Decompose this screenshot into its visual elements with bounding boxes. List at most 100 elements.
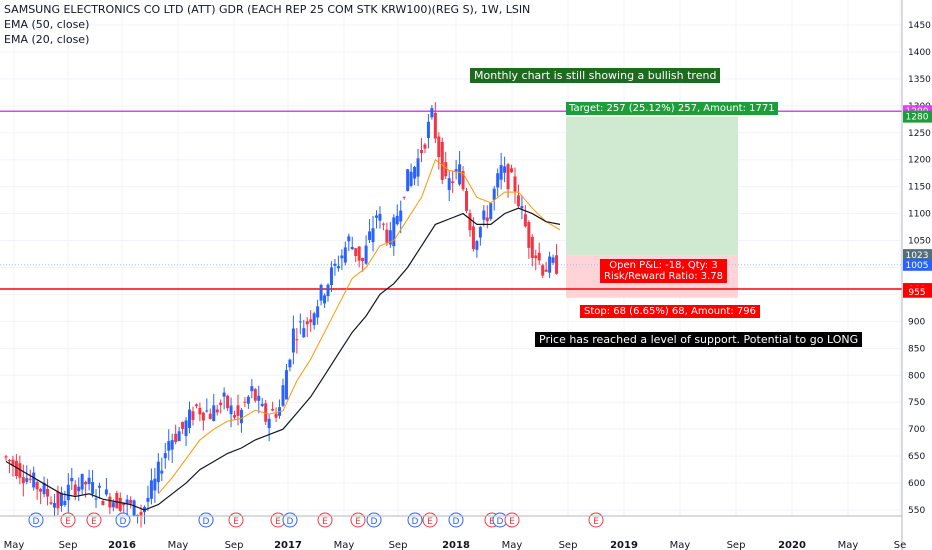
candle-body: [406, 169, 410, 192]
candle-body: [361, 257, 365, 262]
candle-body: [368, 231, 372, 240]
candle-body: [399, 210, 403, 222]
price-tick: 750: [908, 398, 925, 408]
monthly-trend-note[interactable]: Monthly chart is still showing a bullish…: [470, 68, 721, 83]
candle-body: [544, 269, 548, 272]
support-note[interactable]: Price has reached a level of support. Po…: [535, 332, 863, 347]
candle-body: [392, 217, 396, 247]
ema20-line: [157, 158, 561, 495]
candle-body: [513, 176, 517, 192]
price-marker: [903, 110, 932, 123]
symbol-title[interactable]: SAMSUNG ELECTRONICS CO LTD (ATT) GDR (EA…: [4, 3, 531, 16]
price-tick: 1100: [908, 210, 931, 220]
pnl-text: Open P&L: -18, Qty: 3: [609, 260, 718, 271]
candle-body: [482, 210, 486, 220]
event-marker-text: E: [91, 517, 97, 527]
candle-body: [246, 396, 250, 404]
candle-body: [458, 164, 462, 185]
candle-body: [153, 478, 157, 491]
candle-body: [326, 284, 330, 297]
price-marker-text: 1023: [906, 251, 929, 261]
candle-body: [468, 213, 472, 231]
stop-label[interactable]: Stop: 68 (6.65%) 68, Amount: 796: [580, 305, 760, 318]
candle-body: [260, 403, 264, 406]
candle-body: [149, 480, 153, 499]
candle-body: [250, 386, 254, 392]
candle-body: [73, 484, 77, 496]
price-tick: 1200: [908, 156, 931, 166]
candle-body: [461, 171, 465, 190]
candle-body: [433, 112, 437, 139]
candle-body: [302, 328, 306, 338]
price-marker-text: 955: [908, 288, 925, 298]
candle-body: [333, 263, 337, 266]
time-tick: Sep: [559, 540, 578, 550]
candle-body: [281, 385, 285, 406]
candle-body: [267, 418, 271, 429]
event-marker-text: E: [275, 517, 281, 527]
price-tick: 550: [908, 506, 925, 516]
candle-body: [420, 150, 423, 154]
candle-body: [233, 415, 237, 418]
event-marker-text: D: [453, 517, 460, 527]
price-tick: 600: [908, 479, 925, 489]
candle-body: [229, 405, 233, 415]
candle-body: [329, 267, 333, 286]
candle-body: [284, 370, 288, 400]
candle-body: [506, 164, 510, 190]
candle-body: [426, 121, 430, 139]
time-tick: May: [4, 540, 25, 550]
candle-body: [447, 178, 451, 191]
candle-body: [18, 463, 22, 478]
candle-body: [184, 420, 188, 436]
time-tick: Sep: [225, 540, 244, 550]
candle-body: [378, 213, 382, 221]
candle-body: [371, 228, 375, 243]
candle-body: [208, 413, 212, 419]
candle-body: [395, 215, 399, 225]
candle-body: [503, 166, 507, 173]
candle-body: [465, 191, 469, 211]
candle-body: [291, 328, 295, 353]
candle-body: [35, 482, 39, 490]
price-tick: 900: [908, 317, 925, 327]
time-tick: 2018: [442, 540, 470, 550]
candle-body: [295, 339, 299, 341]
candle-body: [139, 511, 143, 516]
candle-body: [440, 141, 444, 180]
ema20-legend[interactable]: EMA (20, close): [4, 33, 90, 46]
ema50-legend[interactable]: EMA (50, close): [4, 18, 90, 31]
candle-body: [181, 421, 185, 429]
risk-reward-text: Risk/Reward Ratio: 3.78: [604, 271, 724, 282]
event-marker-text: D: [287, 517, 294, 527]
candle-body: [132, 500, 136, 516]
candle-body: [25, 478, 29, 482]
candle-body: [156, 461, 160, 483]
open-pnl-label[interactable]: Open P&L: -18, Qty: 3 Risk/Reward Ratio:…: [600, 259, 728, 283]
candle-body: [66, 484, 70, 501]
candle-body: [70, 477, 74, 482]
price-axis[interactable]: 1450140013501300125012001150110010501000…: [903, 21, 932, 516]
price-marker: [903, 258, 932, 271]
candle-body: [32, 472, 36, 488]
candle-body: [191, 411, 195, 420]
candle-body: [111, 502, 115, 508]
candle-body: [340, 255, 344, 259]
candle-body: [56, 491, 60, 509]
candle-body: [520, 206, 524, 209]
price-marker-text: 1280: [906, 113, 929, 123]
time-tick: May: [838, 540, 859, 550]
target-label[interactable]: Target: 257 (25.12%) 257, Amount: 1771: [566, 102, 778, 115]
candle-body: [530, 236, 534, 259]
price-tick: 700: [908, 425, 925, 435]
event-marker-text: D: [412, 517, 419, 527]
candle-body: [160, 470, 164, 474]
candle-body: [80, 473, 84, 490]
candle-body: [444, 162, 448, 177]
candle-body: [201, 412, 205, 421]
time-axis[interactable]: May Sep 2016 May Sep 2017 May Sep 2018 May Sep 2019…: [4, 540, 907, 550]
candle-body: [510, 168, 514, 173]
candle-body: [108, 496, 112, 508]
time-tick: Sep: [389, 540, 408, 550]
